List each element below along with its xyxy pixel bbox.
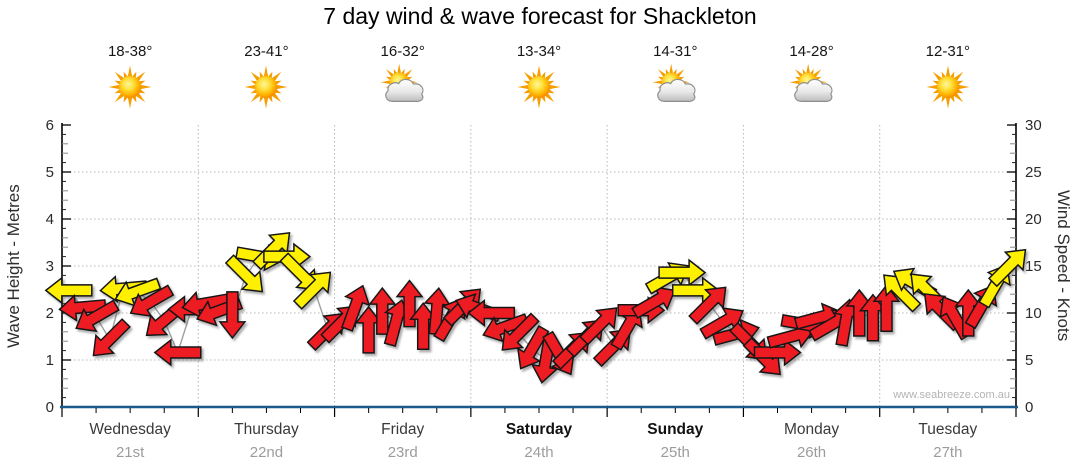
day-date-label: 23rd — [387, 444, 418, 461]
temp-range-label: 13-34° — [516, 43, 562, 60]
sun-icon — [517, 65, 561, 109]
day-name-label: Friday — [381, 421, 425, 438]
axes: 0 1 2 3 4 5 6 0 5 10 15 20 25 30 — [46, 117, 1042, 417]
temp-range-label: 12-31° — [925, 43, 971, 60]
weather-icon-box — [380, 63, 426, 110]
wind-arrow — [858, 293, 887, 342]
wind-arrows — [44, 231, 1027, 384]
wind-arrow — [467, 298, 516, 328]
left-tick-label: 5 — [46, 164, 54, 181]
wind-arrow — [688, 286, 727, 325]
weather-icon-box — [789, 63, 835, 110]
temp-range-label: 18-38° — [107, 43, 153, 60]
left-tick-label: 1 — [46, 352, 54, 369]
right-tick-label: 30 — [1025, 117, 1042, 134]
wind-arrow — [129, 284, 175, 317]
temp-range-label: 14-28° — [789, 43, 834, 60]
sun-icon — [926, 65, 970, 109]
wind-arrow — [501, 312, 540, 351]
wind-arrow — [753, 338, 802, 367]
wind-arrow — [341, 284, 371, 332]
wind-arrow — [631, 286, 676, 319]
day-name-label: Wednesday — [89, 421, 171, 438]
wind-arrow — [224, 254, 264, 293]
wind-arrow — [658, 258, 707, 287]
weather-icon-box — [107, 64, 153, 110]
wind-arrow — [218, 291, 247, 340]
wind-arrow — [482, 313, 530, 343]
wind-arrow — [610, 306, 643, 351]
day-date-label: 26th — [796, 444, 827, 461]
wind-arrow — [395, 279, 424, 328]
wind-arrow — [883, 274, 922, 313]
left-tick-label: 4 — [46, 211, 54, 228]
right-tick-label: 5 — [1025, 352, 1033, 369]
temp-range-label: 16-32° — [380, 43, 425, 60]
day-name-label: Sunday — [647, 421, 704, 438]
weather-icon-box — [925, 64, 971, 110]
left-tick-label: 0 — [46, 399, 54, 416]
watermark: www.seabreeze.com.au — [893, 389, 1010, 401]
wind-arrow — [58, 293, 107, 322]
right-tick-label: 10 — [1025, 305, 1042, 322]
wind-arrow — [153, 338, 202, 367]
day-name-label: Saturday — [505, 421, 573, 438]
wind-arrow — [699, 307, 744, 340]
left-tick-label: 3 — [46, 258, 54, 275]
sun-icon — [108, 65, 152, 109]
wind-arrow — [872, 284, 901, 333]
day-date-label: 25th — [660, 444, 690, 461]
right-tick-label: 15 — [1025, 258, 1042, 275]
right-tick-label: 20 — [1025, 211, 1042, 228]
wind-arrow — [92, 318, 131, 357]
wind-arrow — [409, 301, 438, 350]
left-tick-label: 6 — [46, 117, 54, 134]
right-tick-label: 0 — [1025, 399, 1033, 416]
sun-cloud-icon — [652, 63, 696, 102]
day-date-label: 22nd — [249, 444, 284, 461]
day-date-label: 21st — [115, 444, 145, 461]
chart-title: 7 day wind & wave forecast for Shackleto… — [323, 3, 757, 29]
wind-arrow — [954, 288, 983, 337]
weather-icon-box — [243, 64, 289, 110]
wind-arrow — [292, 271, 332, 310]
day-name-label: Thursday — [234, 421, 299, 438]
weather-icon-box — [516, 64, 562, 110]
day-name-label: Monday — [783, 421, 840, 438]
temp-range-label: 14-31° — [653, 43, 698, 60]
day-name-label: Tuesday — [918, 421, 978, 438]
wind-arrow — [579, 307, 618, 346]
sun-icon — [244, 65, 288, 109]
wind-arrow — [516, 325, 550, 370]
wind-arrow — [114, 277, 162, 307]
left-tick-label: 2 — [46, 305, 54, 322]
day-date-label: 24th — [524, 444, 554, 461]
temp-range-label: 23-41° — [244, 43, 289, 60]
day-date-label: 27th — [933, 444, 963, 461]
weather-icon-box — [652, 63, 698, 110]
wind-arrow — [845, 288, 874, 337]
sun-cloud-icon — [789, 63, 833, 102]
wind-arrow — [354, 305, 383, 354]
wind-arrow — [44, 276, 93, 305]
wind-arrow — [75, 299, 120, 333]
right-tick-label: 25 — [1025, 164, 1042, 181]
sun-cloud-icon — [380, 63, 424, 102]
wind-arrow — [987, 248, 1027, 288]
right-axis-title: Wind Speed - Knots — [1054, 190, 1073, 342]
